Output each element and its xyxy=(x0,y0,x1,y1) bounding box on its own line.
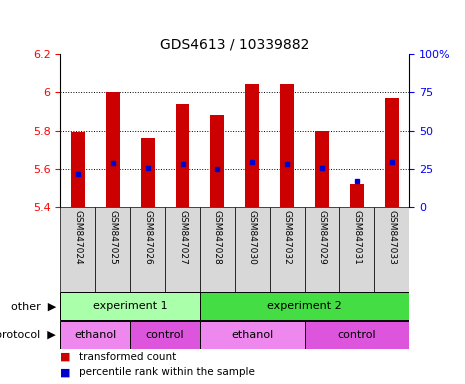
Bar xyxy=(60,207,95,292)
Bar xyxy=(315,131,329,207)
Text: GSM847026: GSM847026 xyxy=(143,210,152,265)
Text: GSM847033: GSM847033 xyxy=(387,210,396,265)
Text: GSM847025: GSM847025 xyxy=(108,210,117,265)
Bar xyxy=(305,207,339,292)
Text: GSM847028: GSM847028 xyxy=(213,210,222,265)
Bar xyxy=(305,321,409,349)
Bar xyxy=(165,207,200,292)
Bar xyxy=(140,138,154,207)
Bar xyxy=(106,92,120,207)
Bar xyxy=(130,207,165,292)
Text: GSM847032: GSM847032 xyxy=(283,210,292,265)
Bar xyxy=(270,207,305,292)
Text: GSM847024: GSM847024 xyxy=(73,210,82,265)
Bar xyxy=(339,207,374,292)
Bar xyxy=(350,184,364,207)
Text: ■: ■ xyxy=(60,367,71,377)
Bar xyxy=(95,207,130,292)
Bar xyxy=(280,84,294,207)
Bar xyxy=(175,104,189,207)
Text: GSM847030: GSM847030 xyxy=(248,210,257,265)
Bar xyxy=(385,98,399,207)
Bar xyxy=(60,293,200,320)
Text: protocol  ▶: protocol ▶ xyxy=(0,330,56,340)
Bar xyxy=(71,132,85,207)
Bar xyxy=(60,321,130,349)
Text: experiment 1: experiment 1 xyxy=(93,301,167,311)
Text: GSM847027: GSM847027 xyxy=(178,210,187,265)
Bar xyxy=(246,84,259,207)
Text: transformed count: transformed count xyxy=(79,352,176,362)
Text: GSM847029: GSM847029 xyxy=(318,210,326,265)
Text: GSM847031: GSM847031 xyxy=(352,210,361,265)
Bar xyxy=(200,321,305,349)
Bar xyxy=(374,207,409,292)
Bar xyxy=(200,207,235,292)
Text: ethanol: ethanol xyxy=(74,330,116,340)
Text: control: control xyxy=(338,330,376,340)
Text: ethanol: ethanol xyxy=(231,330,273,340)
Bar xyxy=(235,207,270,292)
Text: experiment 2: experiment 2 xyxy=(267,301,342,311)
Text: other  ▶: other ▶ xyxy=(11,301,56,311)
Text: ■: ■ xyxy=(60,352,71,362)
Text: percentile rank within the sample: percentile rank within the sample xyxy=(79,367,255,377)
Bar xyxy=(210,115,225,207)
Bar xyxy=(130,321,200,349)
Bar xyxy=(200,293,409,320)
Title: GDS4613 / 10339882: GDS4613 / 10339882 xyxy=(160,37,310,51)
Text: control: control xyxy=(146,330,185,340)
